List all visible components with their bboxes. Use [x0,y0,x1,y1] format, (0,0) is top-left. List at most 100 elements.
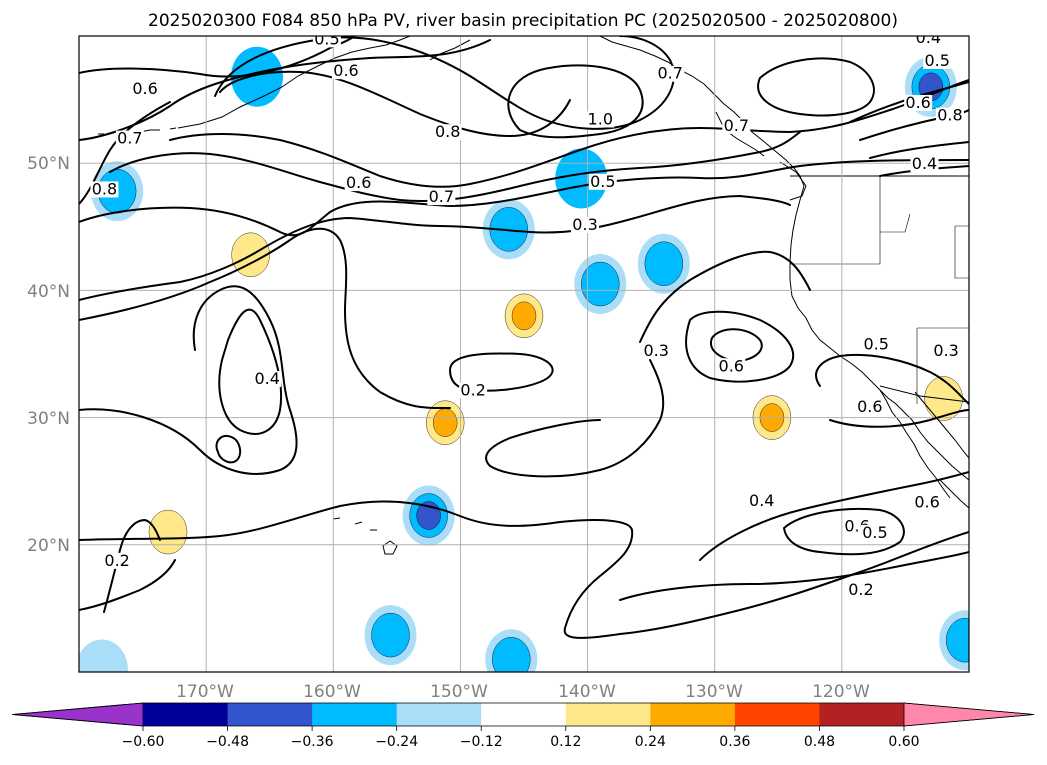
lon-tick-label: 130°W [685,682,743,702]
contour-label: 0.7 [429,187,454,206]
colorbar-bin [481,703,567,726]
colorbar-extend-max [903,702,1035,727]
precip-level [511,301,537,331]
contour-label-bg [923,52,952,69]
contour-0.5-mid [79,159,969,237]
contour-label: 0.7 [657,64,682,83]
contour-label: 0.5 [863,335,888,354]
contour-label: 0.2 [104,551,129,570]
colorbar-tick-label: −0.24 [375,734,418,750]
contour-label-bg [332,63,360,80]
contour-label: 0.6 [914,492,939,511]
blob-146w-11n [485,629,538,672]
blob-alaska-pen [231,46,283,107]
contour-label-bg [344,175,373,192]
lat-tick-label: 50°N [27,154,70,174]
colorbar-bin [312,703,398,726]
colorbar-bin [227,703,313,726]
coastline-alaska-peninsula [177,36,411,129]
blob-139w-41n [574,254,627,315]
contour-label: 0.3 [572,215,597,234]
contour-label-bg [433,124,462,141]
coastline-baja [879,389,951,499]
contour-0.3-east [485,250,811,478]
contour-label: 0.7 [724,116,749,135]
contour-label-bg [103,552,132,569]
colorbar-bin [565,703,651,726]
contour-label-bg [312,36,341,48]
colorbar-tick-label: −0.12 [460,734,503,750]
blob-173w-21n [142,502,194,563]
contour-label-bg [717,358,746,375]
coastline-bc-islands [715,111,807,201]
precip-level [945,618,969,663]
contour-label-bg [656,65,685,82]
precip-level [231,46,283,107]
contour-label-bg [846,582,875,599]
contour-labels: 0.5 0.6 0.6 0.7 0.8 1.0 0.7 0.4 0.5 0.7 0.6 0.8 0.4 0… [90,29,964,599]
contour-label: 0.6 [857,397,882,416]
contour-label-bg [747,493,776,510]
contour-label: 0.5 [314,29,339,48]
precip-level [581,261,620,307]
contour-0.4-south [79,500,969,639]
contour-label-bg [855,398,884,415]
colorbar: −0.60 −0.48 −0.36 −0.24 −0.12 0.12 0.24 0.36 0.4… [11,702,1035,750]
contour-0.2-south [79,551,969,611]
contour-label-bg [131,80,160,97]
contour-label-bg [910,156,939,173]
lat-tick-label: 20°N [27,536,70,556]
contour-label-bg [459,382,488,399]
contour-label: 0.6 [333,61,358,80]
lon-tick-label: 150°W [430,682,488,702]
contour-label-bg [913,494,942,511]
colorbar-bin [819,703,905,726]
contour-label: 0.3 [933,341,958,360]
colorbar-tick-label: −0.36 [291,734,334,750]
colorbar-extend-min [11,702,144,727]
coastline-mexico [939,479,969,509]
colorbar-tick-label: −0.60 [122,734,165,750]
coastline-hawaii [332,517,398,555]
latitude-tick-labels: 20°N 30°N 40°N 50°N [27,154,70,556]
contour-1.0 [507,64,644,139]
lat-tick-label: 30°N [27,409,70,429]
colorbar-tick-label: 0.24 [635,734,666,750]
map-axes: 0.5 0.6 0.6 0.7 0.8 1.0 0.7 0.4 0.5 0.7 0.6 0.8 0.4 0… [27,29,970,702]
blob-179w-10n [79,639,128,672]
colorbar-bin [396,703,482,726]
colorbar-tick-label: 0.12 [550,734,581,750]
contour-label-bg [427,189,456,206]
contour-label: 0.6 [905,93,930,112]
map-title: 2025020300 F084 850 hPa PV, river basin … [148,11,898,31]
contour-0.7-north [79,39,491,141]
contour-label: 0.6 [132,79,157,98]
contour-label: 1.0 [588,109,613,128]
lon-tick-label: 170°W [176,682,234,702]
border-us-mexico [879,385,969,403]
contour-label: 0.4 [912,154,937,173]
blob-152w-29n [419,392,472,453]
contour-label: 0.2 [460,380,485,399]
contour-label: 0.6 [346,173,371,192]
contour-0.4-small [215,434,242,464]
contour-label-bg [115,130,144,147]
contour-0.5-south [699,471,969,561]
coastline-west-coast-usa [789,185,969,481]
lon-tick-label: 120°W [812,682,870,702]
contour-label-bg [914,36,943,47]
colorbar-tick-label: 0.60 [888,734,919,750]
precip-level [492,637,531,672]
lon-tick-label: 140°W [558,682,616,702]
contour-0.6-mid [109,131,801,203]
contour-label-bg [935,107,964,124]
blob-146w-38n [498,285,550,346]
contour-label: 0.8 [435,122,460,141]
contour-0.4-west [79,227,451,475]
colorbar-tick-label: 0.48 [804,734,835,750]
contour-0.5-east [815,353,969,428]
contour-label: 0.5 [862,523,887,542]
precip-level [644,241,684,286]
blob-134w-42n [637,233,690,294]
